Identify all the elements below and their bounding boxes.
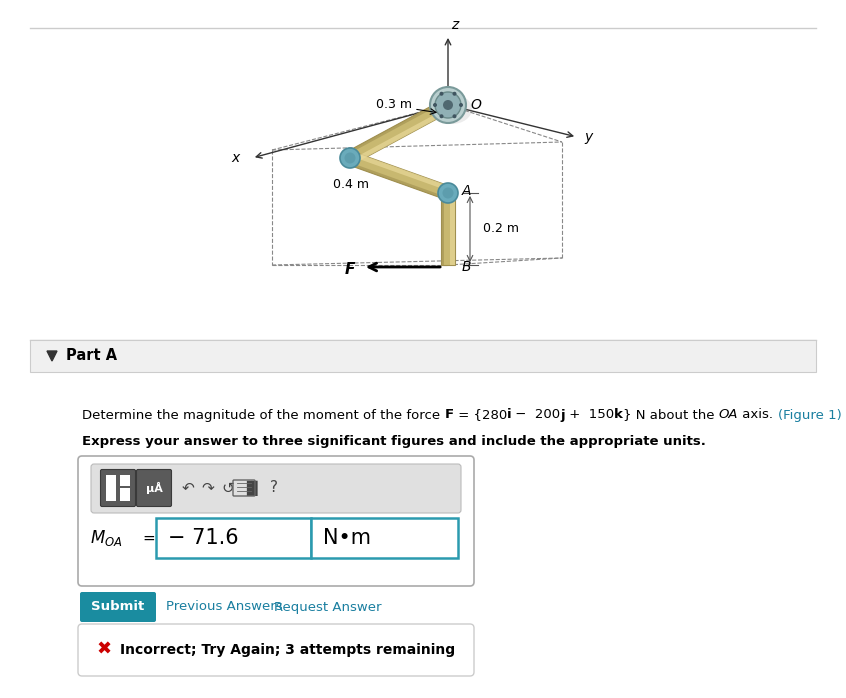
Text: F: F (444, 408, 453, 422)
Circle shape (453, 114, 457, 118)
Text: 0.2 m: 0.2 m (483, 223, 519, 235)
Text: Previous Answers: Previous Answers (166, 600, 283, 614)
Text: μÅ: μÅ (146, 482, 162, 494)
Text: − 71.6: − 71.6 (168, 528, 239, 548)
Text: i: i (507, 408, 511, 422)
FancyBboxPatch shape (80, 592, 156, 622)
Polygon shape (347, 99, 451, 164)
Text: Determine the magnitude of the moment of the force: Determine the magnitude of the moment of… (82, 408, 444, 422)
FancyBboxPatch shape (120, 488, 130, 501)
FancyBboxPatch shape (120, 475, 130, 486)
Text: ↶: ↶ (182, 480, 195, 496)
Text: = {280: = {280 (453, 408, 507, 422)
Text: =: = (142, 530, 155, 546)
Text: Request Answer: Request Answer (274, 600, 382, 614)
Text: z: z (451, 18, 459, 32)
Text: $M_{OA}$: $M_{OA}$ (90, 528, 123, 548)
Circle shape (430, 87, 466, 123)
Text: j: j (561, 408, 565, 422)
Circle shape (459, 103, 463, 107)
Polygon shape (348, 151, 450, 200)
Polygon shape (450, 193, 455, 265)
Text: Incorrect; Try Again; 3 attempts remaining: Incorrect; Try Again; 3 attempts remaini… (120, 643, 455, 657)
Text: F: F (344, 262, 355, 276)
Circle shape (433, 103, 437, 107)
Text: +  150: + 150 (565, 408, 614, 422)
FancyBboxPatch shape (156, 518, 311, 558)
Circle shape (440, 91, 443, 96)
FancyBboxPatch shape (311, 518, 458, 558)
Polygon shape (441, 193, 444, 265)
Text: Express your answer to three significant figures and include the appropriate uni: Express your answer to three significant… (82, 436, 706, 449)
Circle shape (344, 152, 355, 163)
Circle shape (443, 100, 453, 110)
Text: k: k (614, 408, 624, 422)
Circle shape (453, 91, 457, 96)
FancyBboxPatch shape (30, 340, 816, 372)
Text: ▐▌: ▐▌ (240, 480, 264, 496)
Polygon shape (441, 193, 455, 265)
Text: axis.: axis. (739, 408, 777, 422)
Text: A: A (462, 184, 471, 198)
FancyBboxPatch shape (106, 475, 116, 501)
FancyBboxPatch shape (136, 470, 172, 507)
Text: −  200: − 200 (511, 408, 561, 422)
FancyBboxPatch shape (78, 624, 474, 676)
Polygon shape (348, 162, 447, 200)
Polygon shape (351, 151, 450, 191)
Polygon shape (47, 351, 57, 361)
Text: N•m: N•m (323, 528, 371, 548)
Text: 0.4 m: 0.4 m (333, 179, 369, 191)
Text: ✖: ✖ (96, 641, 112, 659)
Text: 0.3 m: 0.3 m (376, 98, 412, 111)
Text: x: x (232, 151, 240, 165)
Text: ↺: ↺ (222, 480, 234, 496)
Text: ↷: ↷ (201, 480, 214, 496)
Circle shape (440, 114, 443, 118)
Text: OA: OA (719, 408, 739, 422)
Text: O: O (470, 98, 481, 112)
FancyBboxPatch shape (78, 456, 474, 586)
Ellipse shape (432, 94, 472, 124)
Polygon shape (351, 107, 451, 164)
FancyBboxPatch shape (91, 464, 461, 513)
Text: } N about the: } N about the (624, 408, 719, 422)
Circle shape (438, 183, 458, 203)
Text: Part A: Part A (66, 348, 117, 362)
FancyBboxPatch shape (101, 470, 135, 507)
Circle shape (442, 188, 453, 198)
Text: ?: ? (270, 480, 278, 496)
Text: (Figure 1): (Figure 1) (777, 408, 842, 422)
Text: Submit: Submit (91, 600, 145, 614)
Polygon shape (347, 99, 446, 154)
Circle shape (340, 148, 360, 168)
Text: B: B (462, 260, 471, 274)
Circle shape (435, 92, 461, 118)
Text: y: y (584, 130, 592, 144)
